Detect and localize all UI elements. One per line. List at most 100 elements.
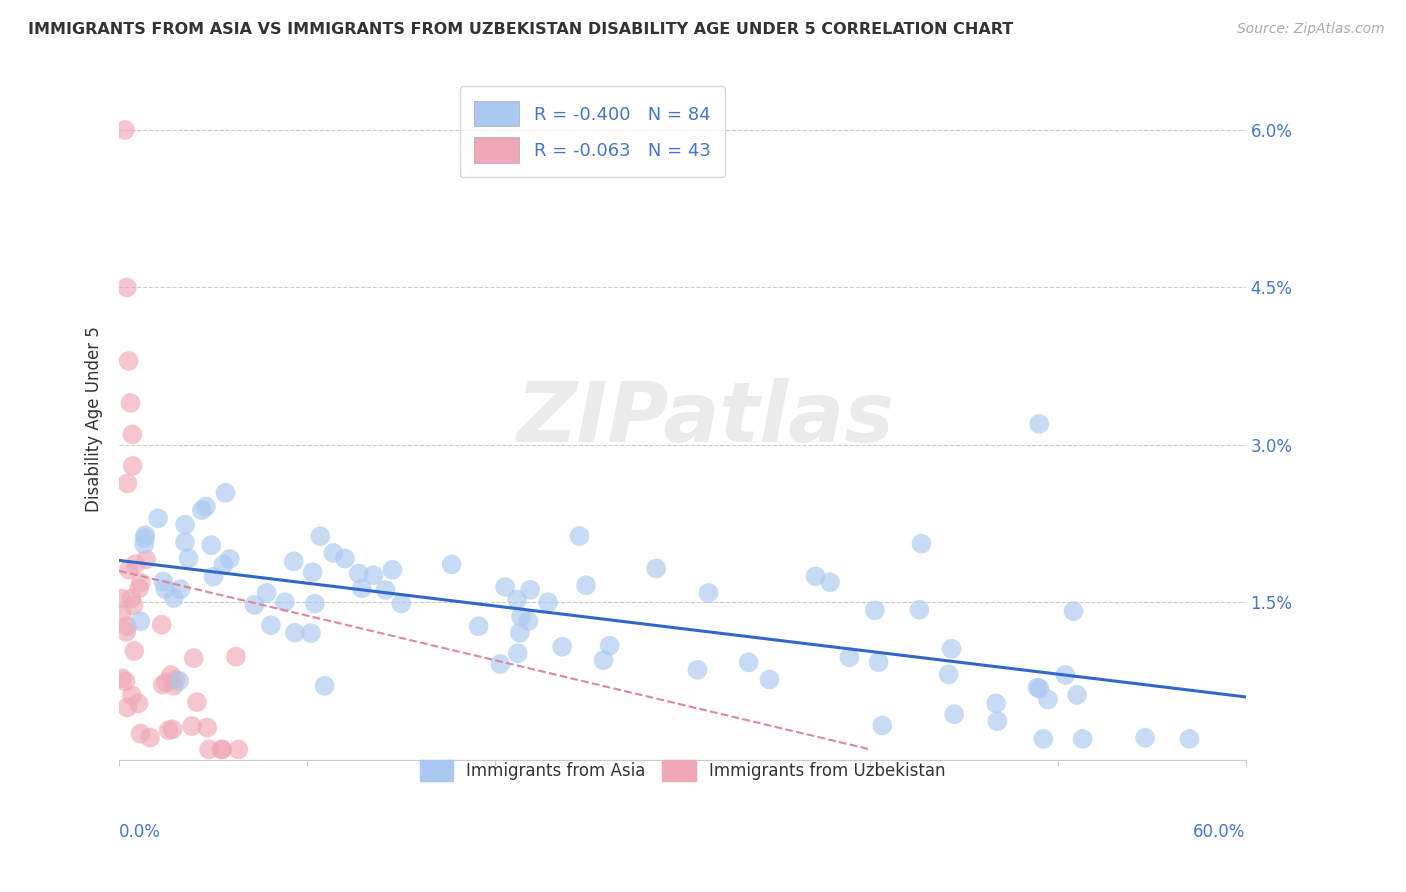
Point bbox=[128, 581, 150, 595]
Point bbox=[202, 570, 225, 584]
Point bbox=[575, 578, 598, 592]
Point bbox=[195, 721, 218, 735]
Point bbox=[738, 656, 761, 670]
Point bbox=[114, 674, 136, 689]
Point bbox=[225, 649, 247, 664]
Point bbox=[129, 575, 152, 590]
Point bbox=[1028, 681, 1050, 696]
Point bbox=[537, 595, 560, 609]
Text: 60.0%: 60.0% bbox=[1194, 823, 1246, 841]
Point bbox=[174, 517, 197, 532]
Point bbox=[1178, 731, 1201, 746]
Point bbox=[121, 427, 143, 442]
Point bbox=[124, 557, 146, 571]
Point bbox=[1036, 692, 1059, 706]
Point bbox=[322, 546, 344, 560]
Point bbox=[645, 561, 668, 575]
Point bbox=[1066, 688, 1088, 702]
Point bbox=[169, 582, 191, 597]
Point bbox=[114, 123, 136, 137]
Point bbox=[118, 563, 141, 577]
Point bbox=[510, 609, 533, 624]
Point bbox=[986, 714, 1008, 729]
Point bbox=[592, 653, 614, 667]
Point bbox=[509, 625, 531, 640]
Point bbox=[910, 536, 932, 550]
Point bbox=[129, 726, 152, 740]
Point bbox=[1062, 604, 1084, 618]
Point bbox=[163, 679, 186, 693]
Point bbox=[198, 742, 221, 756]
Point bbox=[517, 614, 540, 628]
Point bbox=[194, 500, 217, 514]
Point bbox=[1032, 731, 1054, 746]
Text: 0.0%: 0.0% bbox=[120, 823, 162, 841]
Point bbox=[155, 675, 177, 690]
Point bbox=[163, 591, 186, 605]
Point bbox=[134, 528, 156, 542]
Point bbox=[243, 598, 266, 612]
Point bbox=[374, 583, 396, 598]
Point bbox=[938, 667, 960, 681]
Point bbox=[167, 673, 190, 688]
Point bbox=[984, 697, 1007, 711]
Point bbox=[157, 723, 180, 738]
Point bbox=[274, 595, 297, 609]
Point bbox=[174, 535, 197, 549]
Point bbox=[519, 582, 541, 597]
Point bbox=[177, 551, 200, 566]
Point bbox=[686, 663, 709, 677]
Point bbox=[568, 529, 591, 543]
Point bbox=[1054, 668, 1077, 682]
Point bbox=[506, 592, 529, 607]
Point bbox=[838, 650, 860, 665]
Point bbox=[152, 574, 174, 589]
Point bbox=[863, 603, 886, 617]
Point bbox=[139, 731, 162, 745]
Point bbox=[115, 700, 138, 714]
Point bbox=[152, 678, 174, 692]
Point bbox=[697, 586, 720, 600]
Point bbox=[1028, 417, 1050, 431]
Point bbox=[868, 655, 890, 669]
Point bbox=[804, 569, 827, 583]
Point bbox=[872, 718, 894, 732]
Point bbox=[129, 614, 152, 628]
Point bbox=[941, 641, 963, 656]
Point bbox=[1071, 731, 1094, 746]
Point bbox=[489, 657, 512, 671]
Point bbox=[304, 597, 326, 611]
Point bbox=[134, 531, 156, 545]
Point bbox=[180, 719, 202, 733]
Point bbox=[381, 563, 404, 577]
Point bbox=[214, 485, 236, 500]
Legend: Immigrants from Asia, Immigrants from Uzbekistan: Immigrants from Asia, Immigrants from Uz… bbox=[411, 752, 953, 789]
Point bbox=[494, 580, 516, 594]
Point bbox=[122, 644, 145, 658]
Point bbox=[551, 640, 574, 654]
Point bbox=[117, 476, 139, 491]
Point bbox=[115, 624, 138, 639]
Point bbox=[146, 511, 169, 525]
Point bbox=[363, 568, 385, 582]
Point bbox=[211, 742, 233, 756]
Point bbox=[120, 396, 142, 410]
Point bbox=[200, 538, 222, 552]
Point bbox=[260, 618, 283, 632]
Point bbox=[350, 582, 373, 596]
Point bbox=[110, 591, 132, 606]
Point bbox=[347, 566, 370, 581]
Point bbox=[299, 626, 322, 640]
Point bbox=[467, 619, 489, 633]
Y-axis label: Disability Age Under 5: Disability Age Under 5 bbox=[86, 326, 103, 512]
Point bbox=[134, 537, 156, 551]
Point bbox=[314, 679, 336, 693]
Point bbox=[135, 552, 157, 566]
Point bbox=[111, 671, 134, 685]
Point bbox=[818, 575, 841, 590]
Point bbox=[506, 646, 529, 660]
Text: IMMIGRANTS FROM ASIA VS IMMIGRANTS FROM UZBEKISTAN DISABILITY AGE UNDER 5 CORREL: IMMIGRANTS FROM ASIA VS IMMIGRANTS FROM … bbox=[28, 22, 1014, 37]
Point bbox=[127, 697, 149, 711]
Point bbox=[256, 586, 278, 600]
Point bbox=[209, 742, 232, 756]
